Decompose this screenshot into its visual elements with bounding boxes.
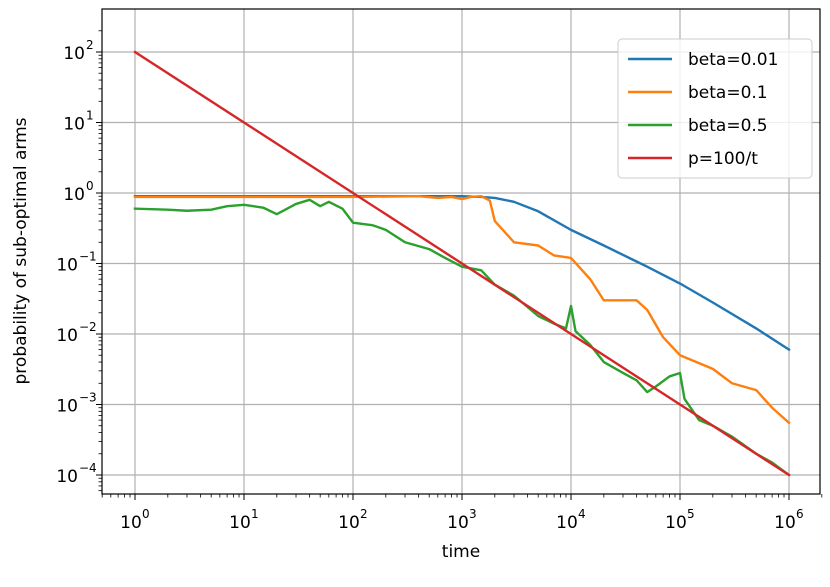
series-line-4 bbox=[133, 50, 791, 477]
legend-label: beta=0.5 bbox=[688, 116, 768, 136]
x-tick-exponent: 4 bbox=[578, 507, 586, 521]
x-tick-exponent: 0 bbox=[142, 507, 150, 521]
x-tick-label: 10 3 bbox=[447, 507, 476, 533]
legend-item: beta=0.1 bbox=[628, 83, 768, 103]
y-tick-base: 10 bbox=[63, 44, 85, 64]
y-tick-exponent: −3 bbox=[79, 391, 97, 405]
x-tick-base: 10 bbox=[338, 513, 360, 533]
x-axis-ticks: 10 0 10 1 10 2 10 3 10 4 10 5 10 6 bbox=[101, 494, 823, 533]
legend-item: beta=0.01 bbox=[628, 50, 778, 70]
y-tick-base: 10 bbox=[56, 326, 78, 346]
y-tick-base: 10 bbox=[56, 467, 78, 487]
x-tick-base: 10 bbox=[229, 513, 251, 533]
x-tick-exponent: 3 bbox=[469, 507, 477, 521]
legend-item: p=100/t bbox=[628, 149, 758, 169]
y-tick-base: 10 bbox=[56, 256, 78, 276]
y-tick-exponent: −2 bbox=[79, 320, 97, 334]
y-tick-label: 10 −1 bbox=[56, 250, 96, 276]
x-tick-label: 10 4 bbox=[556, 507, 585, 533]
y-tick-label: 10 2 bbox=[63, 38, 93, 64]
legend: beta=0.01 beta=0.1 beta=0.5 p=100/t bbox=[617, 38, 813, 179]
x-tick-exponent: 5 bbox=[687, 507, 695, 521]
x-tick-base: 10 bbox=[120, 513, 142, 533]
x-tick-base: 10 bbox=[447, 513, 469, 533]
y-tick-label: 10 −4 bbox=[56, 461, 96, 487]
series-lines bbox=[133, 50, 791, 477]
legend-box bbox=[617, 38, 813, 179]
legend-label: p=100/t bbox=[688, 149, 758, 169]
y-tick-exponent: 0 bbox=[86, 179, 94, 193]
x-tick-exponent: 2 bbox=[360, 507, 368, 521]
x-tick-label: 10 2 bbox=[338, 507, 367, 533]
y-tick-label: 10 −2 bbox=[56, 320, 96, 346]
y-tick-exponent: −1 bbox=[79, 250, 97, 264]
x-tick-label: 10 1 bbox=[229, 507, 258, 533]
y-tick-base: 10 bbox=[63, 185, 85, 205]
x-tick-exponent: 6 bbox=[796, 507, 804, 521]
y-tick-exponent: 2 bbox=[86, 38, 94, 52]
y-tick-label: 10 1 bbox=[63, 109, 93, 135]
y-tick-exponent: 1 bbox=[86, 109, 94, 123]
x-tick-exponent: 1 bbox=[251, 507, 259, 521]
legend-label: beta=0.1 bbox=[688, 83, 768, 103]
y-tick-base: 10 bbox=[56, 397, 78, 417]
plot-frame bbox=[101, 8, 821, 495]
x-tick-base: 10 bbox=[556, 513, 578, 533]
y-axis-label: probability of sub-optimal arms bbox=[11, 117, 31, 384]
y-tick-label: 10 0 bbox=[63, 179, 93, 205]
y-tick-base: 10 bbox=[63, 115, 85, 135]
x-tick-base: 10 bbox=[774, 513, 796, 533]
x-tick-base: 10 bbox=[665, 513, 687, 533]
x-tick-label: 10 6 bbox=[774, 507, 803, 533]
legend-item: beta=0.5 bbox=[628, 116, 768, 136]
x-axis-label: time bbox=[442, 542, 480, 562]
x-tick-label: 10 0 bbox=[120, 507, 149, 533]
x-tick-label: 10 5 bbox=[665, 507, 694, 533]
y-tick-label: 10 −3 bbox=[56, 391, 96, 417]
series-line-2 bbox=[133, 195, 791, 425]
legend-label: beta=0.01 bbox=[688, 50, 778, 70]
y-tick-exponent: −4 bbox=[79, 461, 97, 475]
